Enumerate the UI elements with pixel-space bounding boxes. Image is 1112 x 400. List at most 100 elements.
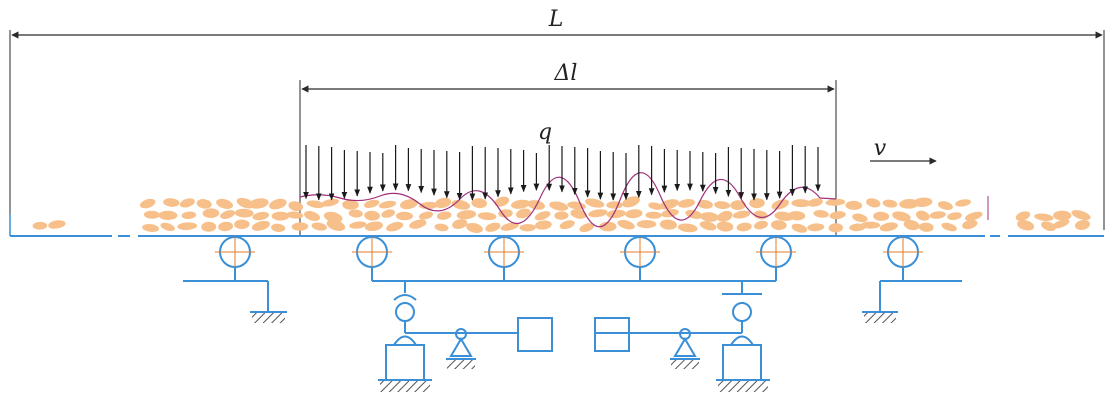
pellet [418,211,433,220]
load-label: q [538,120,552,145]
pellet [677,223,698,233]
pellet [409,219,427,229]
ground-hatch-icon [862,311,898,323]
signal-box-icon [594,317,630,352]
pellet [202,208,220,219]
pellet [1074,219,1090,230]
pellet [456,210,477,220]
ground-hatch-icon [716,379,770,392]
pellet [645,211,662,219]
pellet [606,209,626,219]
pellet [1053,210,1072,221]
pellet [947,212,962,221]
pellet [248,198,269,209]
pellet [606,201,623,209]
idler-roller-icon [620,236,660,268]
pellet [567,201,587,210]
pellet [342,199,359,210]
pellet [770,220,787,230]
pellet [271,223,286,232]
pellet [160,222,175,232]
pellet [879,222,898,232]
pellet [588,209,608,218]
pellet [807,198,823,207]
pellet [381,209,396,218]
pellet [716,221,734,232]
pellet [860,221,881,229]
signal-box-icon [517,317,553,352]
pellet [659,219,677,230]
conveyor-belt [9,196,1104,237]
idler-rollers [215,236,923,268]
pellet [220,210,236,219]
load-cell-icon [385,294,425,381]
pellet [962,219,978,230]
pellet [845,200,863,210]
pellet [788,211,806,221]
pellet [201,221,217,232]
section-length-dimension: Δl [299,61,837,236]
pellet [477,212,497,221]
idler-roller-icon [352,236,392,268]
idler-roller-icon [484,236,524,268]
pellet [179,198,195,208]
signal-wiring [405,328,742,357]
pellet [929,211,946,219]
pellet [498,209,513,218]
pellet [636,220,657,229]
idler-roller-icon [215,236,255,268]
pellet [791,223,808,233]
total-length-dimension: L [9,7,1105,230]
pellet [234,219,250,230]
pellet [364,221,383,232]
pellet [32,221,48,230]
pellet [177,222,198,231]
pellet [500,222,520,231]
pellet [659,199,679,210]
pellet [306,200,325,209]
load-cell-icon [722,293,762,381]
pellet [625,209,643,219]
pellet [291,222,309,231]
pellet [617,219,635,230]
pellet [519,223,536,232]
pellet [813,210,829,218]
pellet [534,211,551,221]
pellet [142,224,160,233]
pellet [699,221,717,231]
pellet [866,198,881,208]
pellet [549,201,569,211]
pellet [585,198,605,208]
pellet [196,199,212,209]
pellet [915,210,930,221]
pellet [452,219,468,229]
pellet [234,208,254,218]
pellet [964,211,983,221]
pellet [364,210,380,221]
pellet [286,211,304,219]
pellet [48,220,66,229]
pellet [311,222,327,231]
pellet [648,202,663,210]
pellet [163,198,180,207]
pellet [434,223,449,232]
pellet [471,198,488,209]
pellet [700,212,719,222]
pellet [918,222,934,232]
pellet [829,211,846,220]
pellet [396,211,414,221]
pellet [139,198,156,209]
pellet [570,209,587,219]
pellet [485,222,501,232]
pellet [216,198,234,209]
pellet [269,198,287,210]
pellet [892,211,911,222]
pellet [218,221,234,232]
pellet [736,222,752,232]
pellet [717,210,733,222]
pellet [913,197,933,208]
pellet [882,199,898,208]
pellet [1052,219,1070,229]
material-pellets [32,196,1091,233]
